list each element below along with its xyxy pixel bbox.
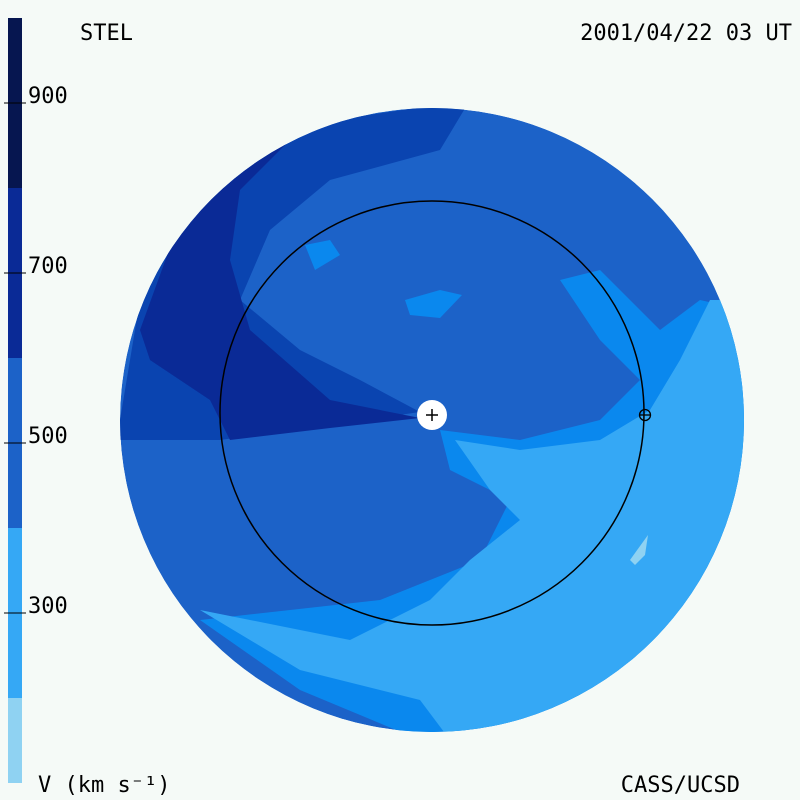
title: STEL (80, 21, 133, 46)
colorbar-tick-label: 700 (28, 254, 68, 279)
date: 2001/04/22 03 UT (580, 21, 792, 46)
patch (305, 240, 340, 270)
colorbar-tick-label: 900 (28, 84, 68, 109)
colorbar: 300 500 700 900 (4, 18, 68, 783)
sun-cross (426, 409, 438, 421)
region-fastest (140, 130, 420, 440)
colorbar-band (8, 698, 22, 783)
patch (630, 535, 648, 565)
patch (405, 290, 462, 318)
credit: CASS/UCSD (621, 773, 740, 798)
colorbar-tick-label: 300 (28, 594, 68, 619)
region-slow (200, 300, 744, 732)
earth-orbit (219, 200, 645, 626)
colorbar-tick-label: 500 (28, 424, 68, 449)
colorbar-label: V (km s⁻¹) (38, 773, 170, 798)
